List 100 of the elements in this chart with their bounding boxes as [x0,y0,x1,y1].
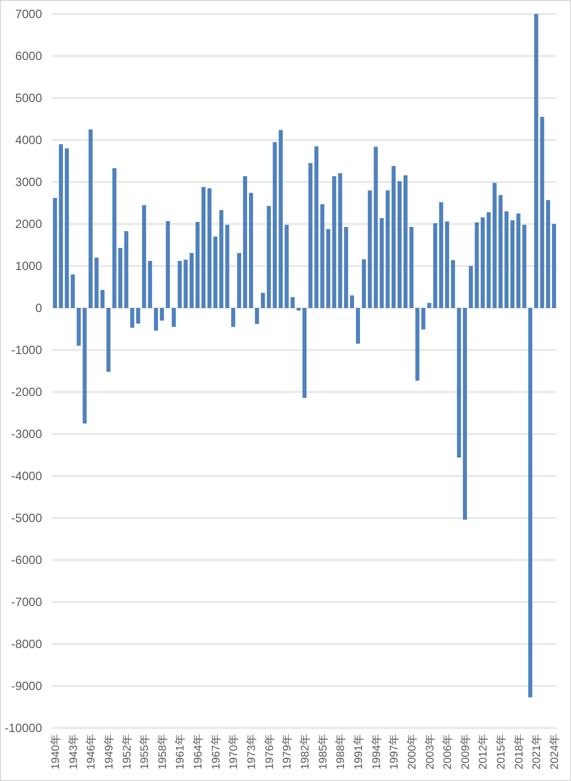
x-tick-label: 2018年 [513,734,526,770]
x-tick-label: 2000年 [406,734,418,770]
bar [243,176,248,308]
bar [552,224,556,308]
bar [136,308,140,324]
bar [207,188,212,308]
x-tick-label: 1982年 [300,734,312,770]
bar [522,224,526,308]
bar [266,206,271,308]
x-tick-label: 1970年 [228,734,240,770]
y-tick-label: -6000 [11,553,42,567]
x-tick-label: 1994年 [370,734,383,770]
bar [546,200,550,308]
y-tick-label: -10000 [4,721,42,735]
bar [504,211,509,308]
x-tick-label: 1967年 [210,734,222,770]
bar [392,166,396,308]
x-tick-label: 1955年 [139,734,152,770]
bar [190,252,194,308]
y-tick-label: 4000 [15,133,42,147]
bar [231,308,236,327]
bar [249,192,254,308]
bar [362,259,366,308]
bar [172,308,176,327]
y-tick-label: 5000 [15,91,42,105]
x-tick-label: 2024年 [549,734,562,770]
bar [492,182,497,308]
bar [52,198,57,308]
x-tick-label: 1979年 [282,734,294,770]
bar [421,308,426,330]
x-tick-label: 1958年 [156,734,169,770]
bar [166,221,170,308]
bar [148,260,152,308]
bar [201,187,206,308]
bar [314,146,318,308]
bar [130,308,134,328]
bar [106,308,110,372]
bar [302,308,307,398]
bar [260,292,265,308]
bar [213,236,218,308]
bar [415,308,420,381]
x-tick-label: 2021年 [531,734,544,770]
bar [100,290,105,308]
y-tick-label: -5000 [11,511,42,525]
bar [290,297,295,308]
y-tick-label: 3000 [15,175,42,189]
x-tick-label: 1973年 [246,734,258,770]
bar [356,308,360,344]
x-tick-label: 2006年 [442,734,454,770]
x-tick-label: 1940年 [50,734,62,770]
y-tick-label: -1000 [11,343,42,357]
y-tick-label: 2000 [15,217,42,231]
x-tick-label: 1949年 [103,734,116,770]
bar [368,190,372,308]
y-tick-label: -4000 [11,469,42,483]
bar [403,175,408,308]
x-tick-label: 1952年 [121,734,134,770]
bar [308,163,312,308]
bar [445,221,450,308]
y-tick-label: -3000 [11,427,42,441]
bar [498,195,503,308]
x-tick-label: 2009年 [460,734,472,770]
y-tick-label: 6000 [15,49,42,63]
bar [451,260,456,308]
bar [94,258,99,308]
x-tick-label: 1964年 [192,734,205,770]
bar [237,252,242,308]
bar [70,274,75,308]
y-tick-label: -8000 [11,637,42,651]
bar [350,295,354,308]
y-tick-label: -7000 [11,595,42,609]
x-tick-label: 1991年 [352,734,365,770]
x-tick-label: 2012年 [478,734,490,770]
bar [64,148,69,308]
bar [338,173,342,308]
bar [409,226,414,308]
bar [160,308,164,321]
x-tick-label: 1988年 [335,734,348,770]
x-tick-label: 1976年 [264,734,276,770]
bar [88,130,93,308]
y-tick-label: 7000 [15,7,42,21]
y-tick-label: -2000 [11,385,42,399]
bar [254,308,259,324]
y-tick-label: 0 [35,301,42,315]
bar [296,308,301,311]
bar [540,116,544,308]
x-tick-label: 1943年 [68,734,80,770]
bar [468,266,473,308]
y-tick-label: 1000 [15,259,42,273]
bar [344,226,348,308]
x-tick-label: 2015年 [496,734,508,770]
y-tick-label: -9000 [11,679,42,693]
bar [456,308,461,458]
bar [154,308,158,331]
bar [142,205,146,308]
bar [534,14,538,308]
x-tick-label: 1946年 [86,734,98,770]
bar [112,168,116,308]
bar [58,144,63,308]
bar [462,308,467,520]
